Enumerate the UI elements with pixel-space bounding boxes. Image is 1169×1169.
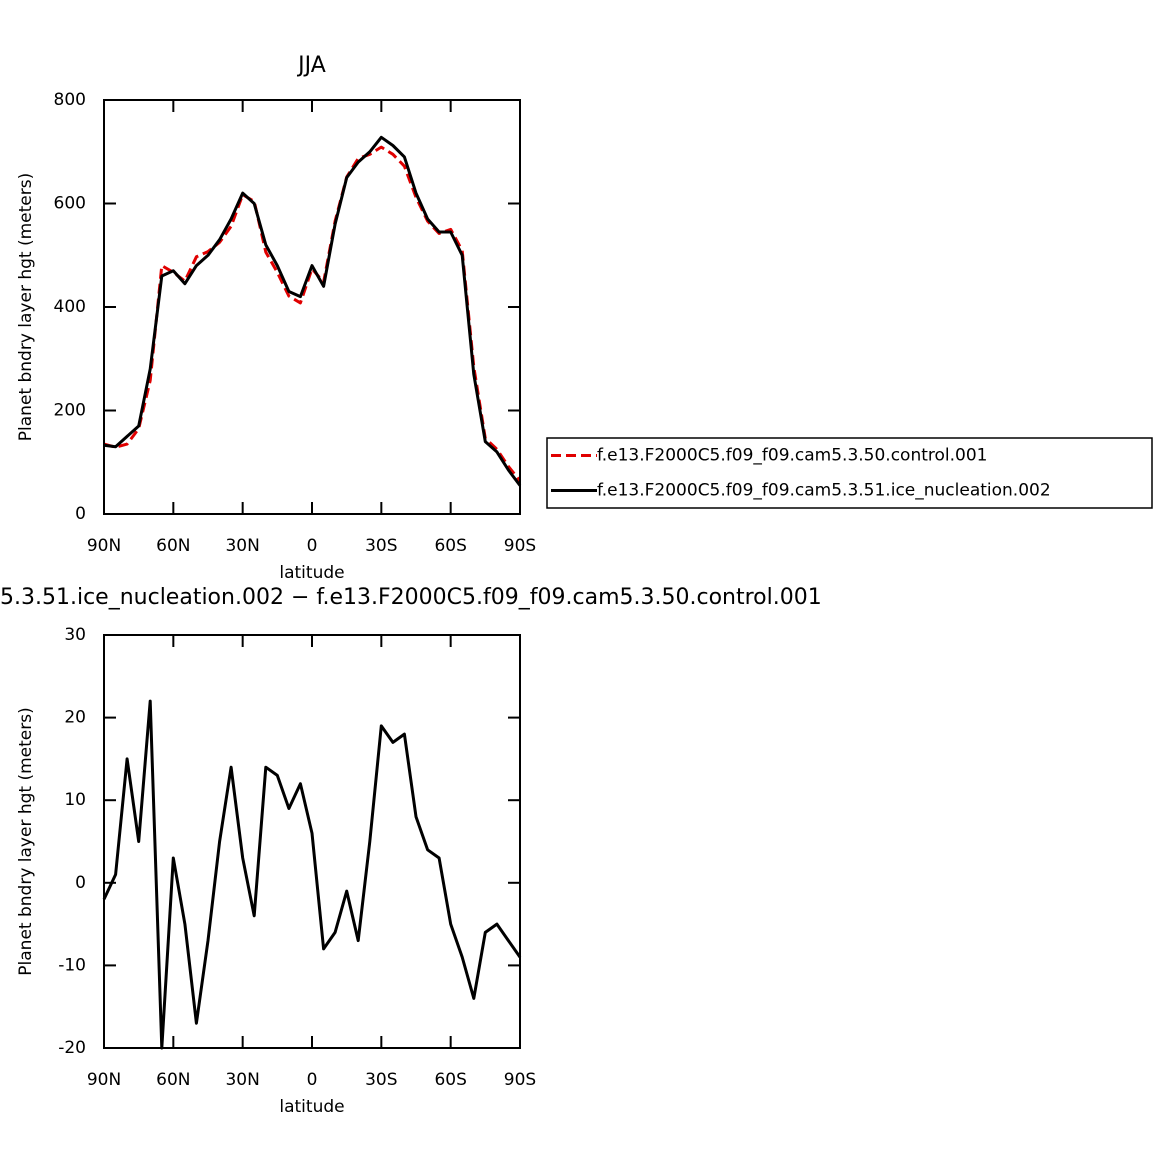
x-tick-label: 0	[307, 536, 318, 556]
y-tick-label: 10	[64, 790, 86, 810]
data-line	[103, 135, 522, 487]
legend-box	[546, 437, 1153, 509]
x-tick-label: 0	[307, 1070, 318, 1090]
x-tick-label: 90S	[504, 1070, 536, 1090]
y-tick-label: 0	[75, 873, 86, 893]
x-tick-label: 60N	[156, 1070, 190, 1090]
x-tick-label: 30S	[365, 536, 397, 556]
chart-title: 5.3.51.ice_nucleation.002 − f.e13.F2000C…	[0, 585, 822, 610]
x-tick-label: 60S	[434, 536, 466, 556]
x-tick-label: 90S	[504, 536, 536, 556]
x-tick-label: 90N	[87, 1070, 121, 1090]
legend-label: f.e13.F2000C5.f09_f09.cam5.3.50.control.…	[597, 446, 988, 466]
y-axis-label: Planet bndry layer hgt (meters)	[16, 173, 36, 441]
x-tick-label: 30N	[225, 536, 259, 556]
chart-title: JJA	[296, 53, 326, 78]
x-tick-label: 30S	[365, 1070, 397, 1090]
y-tick-label: 0	[75, 504, 86, 524]
y-tick-label: 400	[54, 297, 86, 317]
x-axis-label: latitude	[279, 1097, 344, 1117]
y-tick-label: -20	[58, 1038, 86, 1058]
y-axis-label: Planet bndry layer hgt (meters)	[16, 707, 36, 975]
x-tick-label: 60S	[434, 1070, 466, 1090]
x-tick-label: 30N	[225, 1070, 259, 1090]
y-tick-label: 800	[54, 90, 86, 110]
y-tick-label: 20	[64, 708, 86, 728]
plot-frame	[103, 634, 521, 1049]
data-line	[103, 145, 522, 482]
plot-frame	[103, 99, 521, 515]
x-axis-label: latitude	[279, 563, 344, 583]
x-tick-label: 60N	[156, 536, 190, 556]
y-tick-label: -10	[58, 955, 86, 975]
y-tick-label: 30	[64, 625, 86, 645]
legend-label: f.e13.F2000C5.f09_f09.cam5.3.51.ice_nucl…	[597, 481, 1051, 501]
y-tick-label: 600	[54, 194, 86, 214]
data-line	[102, 699, 522, 1050]
x-tick-label: 90N	[87, 536, 121, 556]
y-tick-label: 200	[54, 401, 86, 421]
